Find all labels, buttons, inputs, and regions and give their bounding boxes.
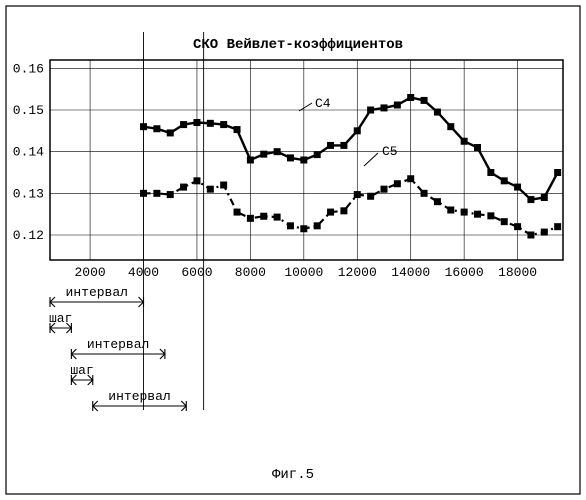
series-marker-C4 — [301, 157, 307, 163]
figure-caption: Фиг.5 — [272, 467, 314, 483]
series-marker-C4 — [181, 122, 187, 128]
series-marker-C5 — [328, 209, 334, 215]
series-marker-C5 — [141, 190, 147, 196]
series-marker-C4 — [368, 107, 374, 113]
series-marker-C4 — [461, 138, 467, 144]
series-marker-C5 — [261, 213, 267, 219]
series-marker-C5 — [434, 199, 440, 205]
series-marker-C4 — [354, 128, 360, 134]
series-marker-C5 — [207, 186, 213, 192]
y-tick-label: 0.14 — [13, 145, 44, 160]
series-marker-C5 — [274, 214, 280, 220]
series-marker-C4 — [541, 195, 547, 201]
series-marker-C4 — [488, 170, 494, 176]
series-marker-C5 — [515, 224, 521, 230]
series-marker-C5 — [541, 229, 547, 235]
y-tick-label: 0.13 — [13, 186, 44, 201]
series-marker-C4 — [314, 152, 320, 158]
series-marker-C5 — [408, 176, 414, 182]
series-marker-C5 — [167, 192, 173, 198]
series-marker-C4 — [207, 120, 213, 126]
interval-4-label: интервал — [108, 389, 170, 404]
x-tick-label: 18000 — [498, 265, 537, 280]
series-marker-C4 — [261, 151, 267, 157]
series-label-C4: С4 — [315, 96, 331, 111]
series-marker-C4 — [408, 95, 414, 101]
y-tick-label: 0.12 — [13, 228, 44, 243]
chart-title: СКО Вейвлет-коэффициентов — [193, 37, 403, 53]
series-marker-C4 — [234, 127, 240, 133]
series-marker-C5 — [154, 190, 160, 196]
x-tick-label: 16000 — [445, 265, 484, 280]
x-tick-label: 2000 — [74, 265, 105, 280]
series-marker-C4 — [141, 124, 147, 130]
series-marker-C5 — [234, 209, 240, 215]
chart-svg: 0.120.130.140.150.1620004000600080001000… — [0, 0, 586, 500]
series-label-C5: С5 — [382, 144, 398, 159]
x-tick-label: 12000 — [338, 265, 377, 280]
series-marker-C5 — [301, 226, 307, 232]
series-marker-C4 — [274, 149, 280, 155]
step-1-label: шаг — [49, 311, 72, 326]
series-marker-C5 — [528, 232, 534, 238]
series-marker-C4 — [247, 157, 253, 163]
series-marker-C5 — [368, 193, 374, 199]
series-marker-C5 — [381, 186, 387, 192]
series-marker-C5 — [461, 209, 467, 215]
x-tick-label: 8000 — [235, 265, 266, 280]
series-marker-C5 — [181, 184, 187, 190]
series-marker-C4 — [448, 124, 454, 130]
series-marker-C4 — [434, 109, 440, 115]
series-marker-C5 — [555, 224, 561, 230]
series-marker-C4 — [194, 120, 200, 126]
series-marker-C4 — [328, 142, 334, 148]
series-marker-C5 — [314, 223, 320, 229]
series-marker-C4 — [341, 142, 347, 148]
series-marker-C5 — [394, 181, 400, 187]
series-marker-C5 — [421, 190, 427, 196]
series-marker-C5 — [194, 178, 200, 184]
series-marker-C4 — [154, 126, 160, 132]
series-marker-C4 — [221, 122, 227, 128]
series-marker-C4 — [515, 184, 521, 190]
series-marker-C4 — [394, 102, 400, 108]
series-marker-C4 — [475, 145, 481, 151]
series-marker-C4 — [167, 130, 173, 136]
series-marker-C5 — [488, 213, 494, 219]
series-marker-C4 — [501, 178, 507, 184]
y-tick-label: 0.15 — [13, 103, 44, 118]
series-marker-C5 — [247, 215, 253, 221]
series-marker-C5 — [475, 211, 481, 217]
series-marker-C4 — [421, 97, 427, 103]
x-tick-label: 6000 — [181, 265, 212, 280]
series-marker-C5 — [287, 223, 293, 229]
series-marker-C5 — [501, 219, 507, 225]
series-marker-C4 — [528, 197, 534, 203]
step-3-label: шаг — [70, 363, 93, 378]
series-marker-C4 — [381, 105, 387, 111]
series-marker-C5 — [448, 207, 454, 213]
series-marker-C4 — [287, 155, 293, 161]
series-marker-C5 — [221, 182, 227, 188]
x-tick-label: 10000 — [284, 265, 323, 280]
y-tick-label: 0.16 — [13, 61, 44, 76]
series-marker-C5 — [354, 192, 360, 198]
series-marker-C4 — [555, 170, 561, 176]
x-tick-label: 14000 — [391, 265, 430, 280]
interval-0-label: интервал — [66, 285, 128, 300]
interval-2-label: интервал — [87, 337, 149, 352]
series-marker-C5 — [341, 208, 347, 214]
